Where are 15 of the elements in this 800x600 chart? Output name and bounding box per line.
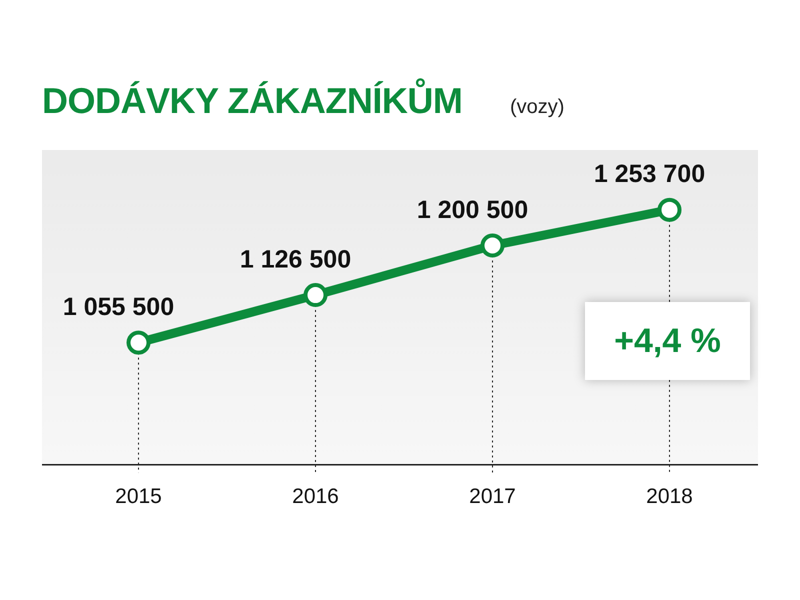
chart-subtitle: (vozy) bbox=[510, 96, 564, 119]
data-label: 1 253 700 bbox=[594, 160, 706, 188]
point bbox=[126, 330, 150, 355]
point bbox=[658, 198, 682, 222]
point bbox=[480, 233, 504, 258]
data-label: 1 200 500 bbox=[416, 196, 528, 224]
x-tick-label: 2015 bbox=[115, 485, 162, 508]
x-tick-label: 2018 bbox=[646, 485, 693, 508]
x-tick-label: 2017 bbox=[469, 485, 516, 508]
data-label: 1 055 500 bbox=[62, 293, 174, 322]
x-tick-label: 2016 bbox=[292, 485, 339, 508]
data-label: 1 126 500 bbox=[240, 245, 352, 274]
annotation: +4,4 % bbox=[585, 302, 750, 380]
chart-title: DODÁVKY ZÁKAZNÍKŮM bbox=[42, 80, 462, 122]
point bbox=[304, 283, 328, 308]
